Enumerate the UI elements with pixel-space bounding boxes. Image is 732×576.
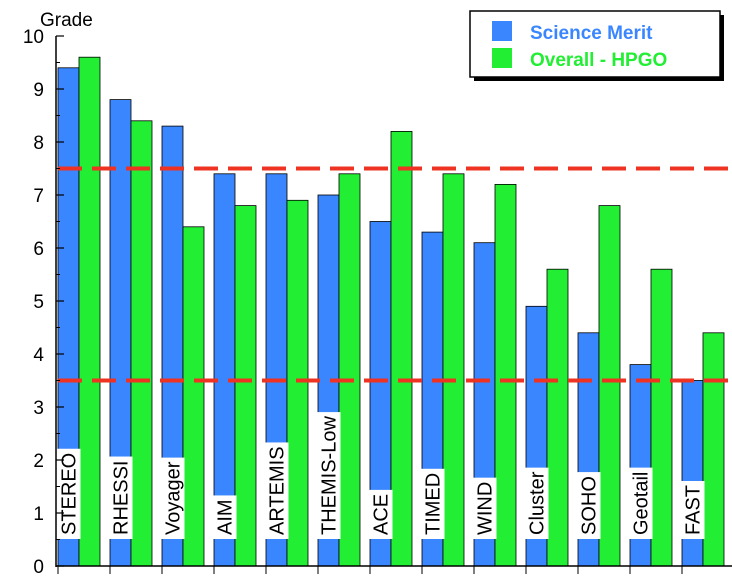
y-tick-label-4: 4 [33,345,44,366]
y-tick-label-0: 0 [33,557,44,576]
legend-label-science-merit: Science Merit [530,23,653,44]
category-label-artemis: ARTEMIS [267,446,289,535]
category-label-group-rhessi: RHESSI [108,456,133,539]
category-label-bg-timed [420,468,445,539]
category-label-bg-themis-low [316,412,341,539]
bar-ace-overall-hpgo [390,130,413,567]
category-label-bg-wind [472,477,497,539]
category-label-bg-aim [212,495,237,539]
y-tick-label-1: 1 [33,504,44,525]
category-label-group-wind: WIND [472,477,497,539]
category-label-group-voyager: Voyager [160,457,185,539]
bar-rhessi-overall-hpgo [130,120,153,567]
y-tick-label-2: 2 [33,451,44,472]
bar-aim-overall-hpgo [234,205,257,567]
category-label-themis-low: THEMIS-Low [319,416,341,535]
category-label-stereo: STEREO [59,453,81,535]
category-label-group-artemis: ARTEMIS [264,442,289,539]
category-label-group-soho: SOHO [576,472,601,539]
category-label-ace: ACE [371,494,393,535]
legend-swatch-science-merit [492,21,512,41]
legend-shadow-bottom [474,77,724,81]
bar-stereo-overall-hpgo [78,56,101,567]
category-label-group-geotail: Geotail [628,467,653,539]
bar-wind-overall-hpgo [494,183,517,567]
y-tick-label-10: 10 [23,27,44,48]
category-label-bg-rhessi [108,456,133,539]
bar-voyager-overall-hpgo [182,226,205,567]
category-label-group-aim: AIM [212,495,237,539]
category-label-bg-geotail [628,467,653,539]
category-label-timed: TIMED [423,473,445,535]
category-label-bg-cluster [524,467,549,539]
y-axis-title: Grade [40,10,93,31]
legend-label-overall-hpgo: Overall - HPGO [530,50,667,71]
category-label-bg-voyager [160,457,185,539]
category-label-group-cluster: Cluster [524,467,549,539]
category-label-cluster: Cluster [527,471,549,535]
category-label-bg-soho [576,472,601,539]
bar-artemis-overall-hpgo [286,199,309,567]
y-tick-label-9: 9 [33,80,44,101]
category-label-aim: AIM [215,499,237,535]
category-label-wind: WIND [475,482,497,535]
y-tick-label-5: 5 [33,292,44,313]
category-label-group-timed: TIMED [420,468,445,539]
category-label-group-ace: ACE [368,489,393,539]
category-label-rhessi: RHESSI [111,461,133,535]
bar-geotail-overall-hpgo [650,268,673,567]
legend-swatch-overall-hpgo [492,48,512,68]
bar-fast-overall-hpgo [702,332,725,567]
legend-shadow-right [720,15,724,81]
bar-cluster-overall-hpgo [546,268,569,567]
category-label-soho: SOHO [579,476,601,535]
bar-soho-overall-hpgo [598,205,621,567]
category-label-fast: FAST [683,485,705,535]
y-tick-label-6: 6 [33,239,44,260]
y-tick-label-3: 3 [33,398,44,419]
category-label-group-themis-low: THEMIS-Low [316,412,341,539]
y-tick-label-7: 7 [33,186,44,207]
bar-themis-low-overall-hpgo [338,173,361,567]
bar-timed-overall-hpgo [442,173,465,567]
category-label-group-stereo: STEREO [56,448,81,539]
category-label-bg-artemis [264,442,289,539]
category-label-bg-stereo [56,448,81,539]
category-label-group-fast: FAST [680,480,705,539]
category-label-bg-ace [368,489,393,539]
category-label-bg-fast [680,480,705,539]
category-label-voyager: Voyager [163,461,185,535]
y-tick-label-8: 8 [33,133,44,154]
category-label-geotail: Geotail [631,472,653,535]
legend: Science Merit Overall - HPGO [469,10,724,81]
